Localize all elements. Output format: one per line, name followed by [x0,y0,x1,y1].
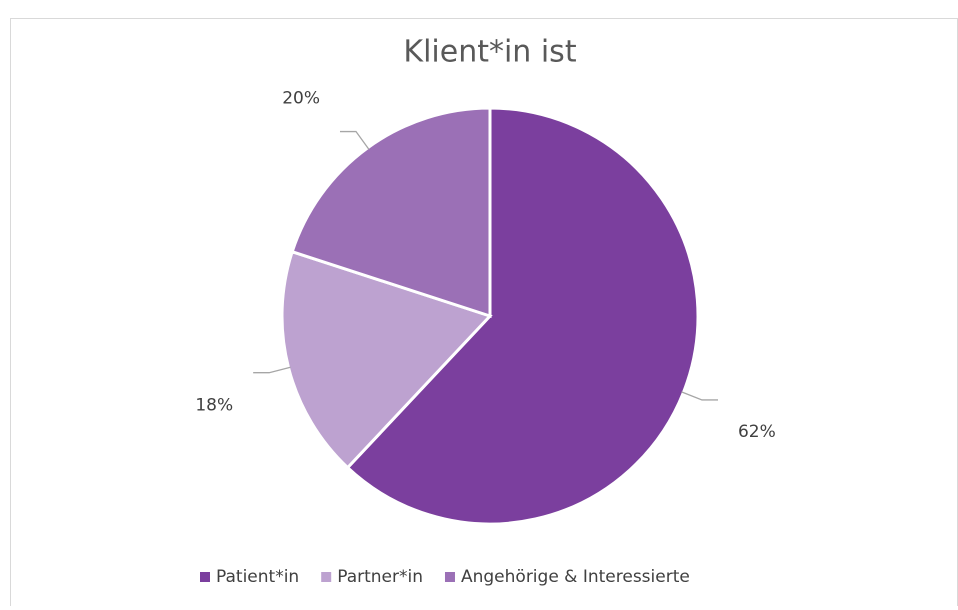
leader-line [339,130,370,150]
legend-swatch [321,572,332,582]
legend-label: Patient*in [216,567,299,587]
data-label: 18% [195,396,233,416]
legend-swatch [200,572,210,582]
leader-line [681,391,718,401]
leader-line [253,366,291,374]
legend-label: Angehörige & Interessierte [461,567,690,587]
legend-swatch [444,572,455,582]
data-label: 62% [738,422,776,442]
data-label: 20% [282,89,320,109]
legend-label: Partner*in [337,567,423,587]
chart-title: Klient*in ist [403,35,576,70]
